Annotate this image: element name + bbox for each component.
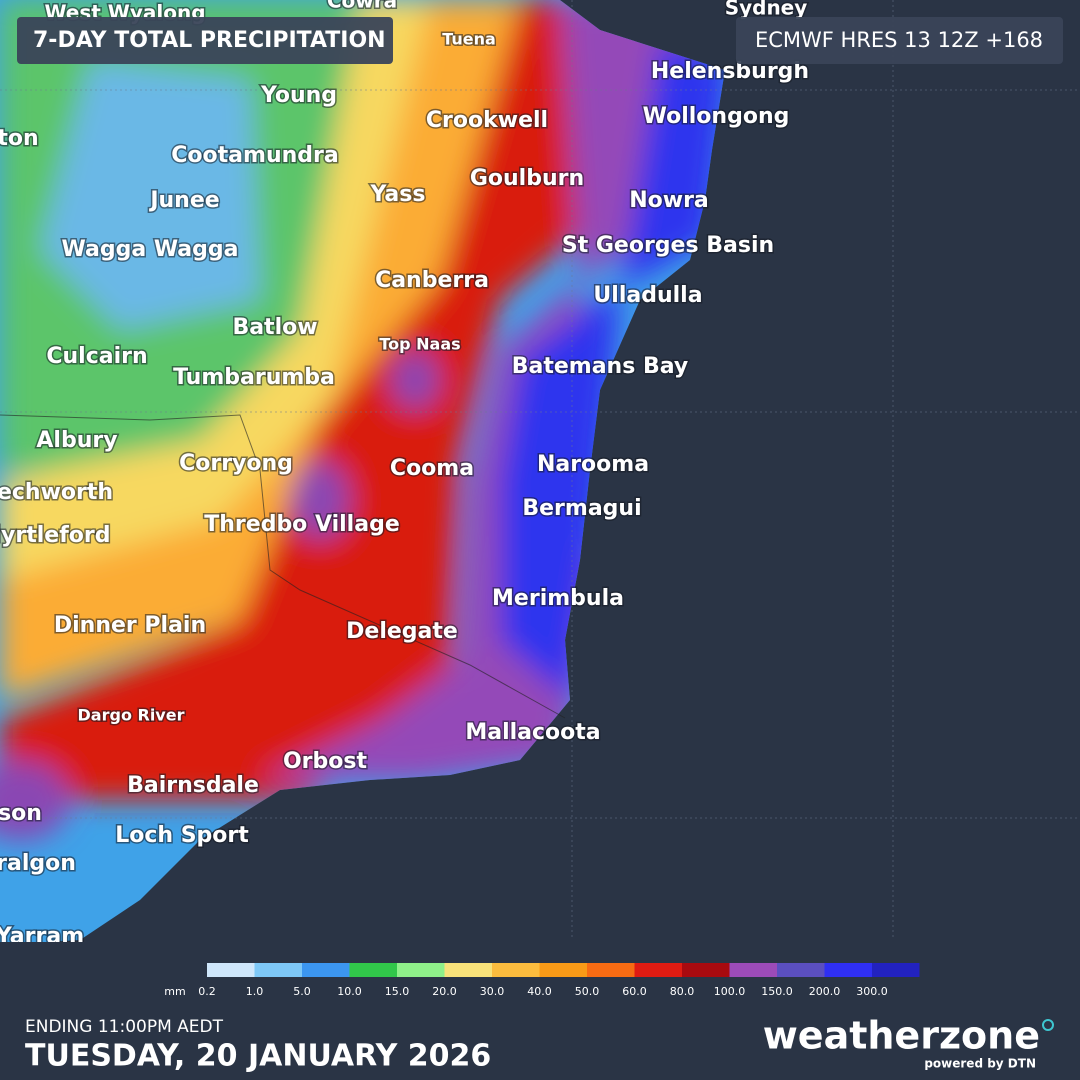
legend-label: 10.0 bbox=[337, 985, 362, 998]
place-label: Dargo River bbox=[78, 706, 185, 725]
legend-label: 100.0 bbox=[714, 985, 746, 998]
legend-swatch bbox=[587, 963, 635, 977]
place-label: Crookwell bbox=[426, 108, 548, 133]
title: 7-DAY TOTAL PRECIPITATION bbox=[33, 28, 386, 53]
place-label: Cowra bbox=[327, 0, 397, 13]
legend-label: 20.0 bbox=[432, 985, 457, 998]
place-label: Thredbo Village bbox=[204, 512, 400, 537]
place-label: Yass bbox=[370, 182, 426, 207]
legend-label: 60.0 bbox=[622, 985, 647, 998]
legend-swatch bbox=[207, 963, 255, 977]
place-label: Corryong bbox=[179, 451, 293, 476]
graticule bbox=[0, 0, 1080, 940]
place-label: Young bbox=[260, 83, 337, 108]
place-label: lyrtleford bbox=[0, 523, 111, 548]
place-label: Batlow bbox=[232, 315, 317, 340]
legend-swatch bbox=[539, 963, 587, 977]
place-label: Cooma bbox=[390, 456, 474, 481]
legend-swatch bbox=[349, 963, 397, 977]
ending-time: ENDING 11:00PM AEDT bbox=[25, 1017, 224, 1037]
legend-swatch bbox=[444, 963, 492, 977]
place-label: Culcairn bbox=[46, 344, 147, 369]
place-label: Goulburn bbox=[470, 166, 584, 191]
legend-label: 30.0 bbox=[480, 985, 505, 998]
legend-label: 150.0 bbox=[761, 985, 793, 998]
place-label: Batemans Bay bbox=[512, 354, 689, 379]
legend-label: 200.0 bbox=[809, 985, 841, 998]
place-label: Bermagui bbox=[522, 496, 641, 521]
legend-swatch bbox=[824, 963, 872, 977]
place-label: Sydney bbox=[725, 0, 808, 20]
place-label: Canberra bbox=[375, 268, 489, 293]
place-label: Ulladulla bbox=[593, 283, 702, 308]
legend-label: 15.0 bbox=[385, 985, 410, 998]
place-label: son bbox=[0, 801, 42, 826]
logo-dot bbox=[1042, 1019, 1054, 1031]
logo: weatherzone bbox=[763, 1014, 1040, 1058]
model-run: ECMWF HRES 13 12Z +168 bbox=[755, 28, 1043, 52]
place-label: Dinner Plain bbox=[54, 613, 206, 638]
logo-tagline: powered by DTN bbox=[924, 1057, 1036, 1071]
state-border bbox=[0, 414, 566, 719]
model-box bbox=[736, 17, 1063, 64]
legend-label: 1.0 bbox=[246, 985, 264, 998]
place-label: Cootamundra bbox=[171, 143, 338, 168]
legend-swatch bbox=[397, 963, 445, 977]
legend-label: 40.0 bbox=[527, 985, 552, 998]
legend-swatch bbox=[492, 963, 540, 977]
place-label: Tuena bbox=[442, 30, 496, 49]
place-label: Wollongong bbox=[643, 104, 790, 129]
place-label: St Georges Basin bbox=[562, 233, 774, 258]
place-labels: West Wyalong Cowra SydneyTuenaHelensburghY… bbox=[0, 0, 811, 951]
place-label: ralgon bbox=[0, 851, 76, 876]
place-label: Tumbarumba bbox=[173, 365, 335, 390]
place-label: Merimbula bbox=[492, 586, 624, 611]
place-label: Delegate bbox=[346, 619, 458, 644]
place-label: Bairnsdale bbox=[127, 773, 259, 798]
place-label: Nowra bbox=[629, 188, 709, 213]
place-label: Albury bbox=[36, 428, 117, 453]
legend-swatch bbox=[634, 963, 682, 977]
place-label: echworth bbox=[0, 480, 113, 505]
legend-label: 0.2 bbox=[198, 985, 216, 998]
legend-swatch bbox=[777, 963, 825, 977]
place-label: Mallacoota bbox=[465, 720, 600, 745]
legend-label: 5.0 bbox=[293, 985, 311, 998]
place-label: Top Naas bbox=[379, 335, 460, 354]
legend: mm 0.2 1.0 5.0 10.0 15.0 20.0 30.0 40.0 50.0 60.0 8… bbox=[164, 963, 920, 998]
valid-date: TUESDAY, 20 JANUARY 2026 bbox=[25, 1039, 491, 1074]
legend-label: 50.0 bbox=[575, 985, 600, 998]
legend-label: 300.0 bbox=[856, 985, 888, 998]
place-label: Orbost bbox=[283, 749, 368, 774]
place-label: Junee bbox=[148, 188, 219, 213]
legend-unit: mm bbox=[164, 985, 185, 998]
title-box bbox=[17, 17, 393, 64]
legend-swatch bbox=[302, 963, 350, 977]
place-label: Loch Sport bbox=[115, 823, 249, 848]
place-label: ton bbox=[0, 126, 39, 151]
legend-swatch bbox=[729, 963, 777, 977]
place-label: Narooma bbox=[537, 452, 649, 477]
legend-swatch bbox=[682, 963, 730, 977]
legend-swatch bbox=[254, 963, 302, 977]
legend-swatch bbox=[872, 963, 920, 977]
legend-label: 80.0 bbox=[670, 985, 695, 998]
place-label: Wagga Wagga bbox=[62, 237, 239, 262]
